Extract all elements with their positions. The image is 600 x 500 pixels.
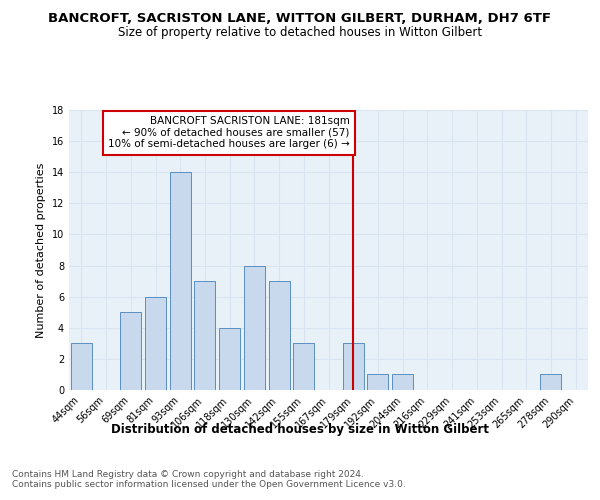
Text: Distribution of detached houses by size in Witton Gilbert: Distribution of detached houses by size … [111, 422, 489, 436]
Bar [120, 312, 141, 390]
Bar [293, 344, 314, 390]
Bar [244, 266, 265, 390]
Bar [392, 374, 413, 390]
Bar [194, 281, 215, 390]
Bar [269, 281, 290, 390]
Bar [219, 328, 240, 390]
Text: Contains HM Land Registry data © Crown copyright and database right 2024.
Contai: Contains HM Land Registry data © Crown c… [12, 470, 406, 490]
Bar [541, 374, 562, 390]
Text: Size of property relative to detached houses in Witton Gilbert: Size of property relative to detached ho… [118, 26, 482, 39]
Bar [170, 172, 191, 390]
Bar [343, 344, 364, 390]
Text: BANCROFT SACRISTON LANE: 181sqm
← 90% of detached houses are smaller (57)
10% of: BANCROFT SACRISTON LANE: 181sqm ← 90% of… [108, 116, 350, 150]
Y-axis label: Number of detached properties: Number of detached properties [36, 162, 46, 338]
Text: BANCROFT, SACRISTON LANE, WITTON GILBERT, DURHAM, DH7 6TF: BANCROFT, SACRISTON LANE, WITTON GILBERT… [49, 12, 551, 26]
Bar [367, 374, 388, 390]
Bar [145, 296, 166, 390]
Bar [71, 344, 92, 390]
